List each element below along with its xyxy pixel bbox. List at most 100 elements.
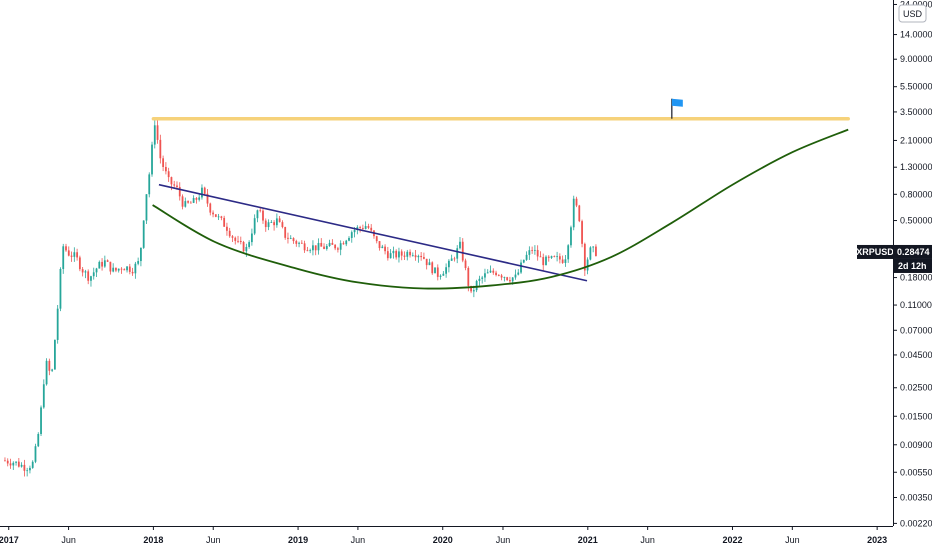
candle-body (6, 460, 9, 464)
candle (62, 243, 65, 274)
candle (23, 459, 26, 477)
candle (223, 215, 226, 227)
candle (153, 120, 156, 149)
candle (198, 193, 201, 202)
price-tick-label: 0.80000 (900, 189, 932, 199)
candle-body (9, 463, 12, 466)
candle (545, 255, 547, 266)
candle-body (561, 259, 564, 263)
candle-body (470, 285, 472, 292)
candle-body (87, 271, 90, 281)
candle (481, 275, 484, 284)
candle-body (350, 232, 353, 238)
candle-body (226, 226, 228, 231)
candle-body (411, 255, 414, 257)
candle-body (558, 256, 561, 260)
candle-body (553, 256, 556, 257)
candle (325, 244, 328, 251)
candle-body (506, 277, 509, 281)
candle-body (262, 210, 264, 221)
candle-body (15, 461, 17, 463)
symbol-tag-bg (857, 244, 893, 259)
candle-body (70, 255, 73, 257)
candle-body (461, 241, 464, 261)
candle-body (42, 384, 45, 408)
candle (450, 254, 453, 261)
candle-body (500, 275, 503, 278)
price-tags: XRPUSD 0.28474 2d 12h USD (856, 4, 932, 273)
candle (295, 239, 298, 247)
time-tick-label: 2023 (867, 535, 887, 545)
candle-body (115, 267, 117, 271)
candle-body (259, 210, 262, 212)
countdown-label: 2d 12h (898, 261, 927, 271)
candle (239, 236, 242, 245)
time-axis[interactable]: 2017 Jun 2018 Jun 2019 Jun 2020 Jun 2021 Jun 2022 J… (0, 526, 893, 545)
descending-trendline[interactable] (158, 183, 588, 282)
candle-body (348, 237, 350, 241)
candle-body (445, 267, 448, 274)
candle-body (195, 198, 198, 200)
candle-body (439, 275, 442, 277)
candle (226, 222, 228, 236)
candle (123, 268, 126, 271)
price-tick-label: 9.00000 (900, 54, 932, 64)
candle-body (447, 260, 450, 268)
candle-body (78, 257, 81, 270)
rounding-bottom-curve[interactable] (152, 128, 849, 290)
candle (56, 304, 59, 344)
candle (45, 358, 48, 386)
candle (237, 235, 239, 244)
candle (328, 239, 331, 247)
candle-body (423, 257, 425, 259)
candle (115, 267, 117, 273)
candle-body (250, 233, 253, 243)
candle (70, 251, 73, 262)
candle-body (361, 227, 364, 229)
candle-body (436, 267, 439, 277)
candle-body (106, 260, 109, 262)
candle (520, 259, 522, 274)
flag-cloth (671, 98, 683, 107)
candle (300, 240, 303, 244)
candle (334, 244, 337, 251)
candle-body (73, 252, 76, 257)
candle (37, 432, 40, 448)
price-tick-label: 5.50000 (900, 82, 932, 92)
candle-body (203, 187, 206, 194)
candle (267, 219, 270, 231)
candle (131, 267, 134, 276)
candle (434, 267, 436, 274)
candle-body (389, 253, 392, 259)
candle (42, 379, 45, 409)
candle-body (570, 227, 572, 246)
candle-body (342, 243, 345, 245)
candle (506, 276, 509, 281)
candle-body (409, 251, 411, 256)
candle (206, 188, 209, 207)
candle (406, 249, 409, 261)
candle (4, 457, 6, 462)
candle (26, 467, 29, 477)
flag-icon[interactable] (671, 98, 683, 119)
price-tick-label: 2.10000 (900, 135, 932, 145)
candle-body (295, 241, 298, 244)
candle-body (90, 276, 92, 281)
candle-body (51, 369, 54, 371)
candle (381, 244, 384, 249)
candle (589, 246, 592, 261)
price-tick-label: 0.01500 (900, 411, 932, 421)
candle-body (123, 269, 126, 271)
candle (17, 458, 20, 468)
candle-body (187, 201, 189, 203)
candle-body (270, 222, 273, 223)
candle (59, 267, 62, 312)
candle-body (17, 461, 20, 467)
candle-body (442, 273, 445, 276)
candle-body (148, 174, 151, 195)
currency-badge[interactable]: USD (898, 4, 927, 23)
candle-body (156, 125, 159, 140)
candle (409, 249, 411, 258)
